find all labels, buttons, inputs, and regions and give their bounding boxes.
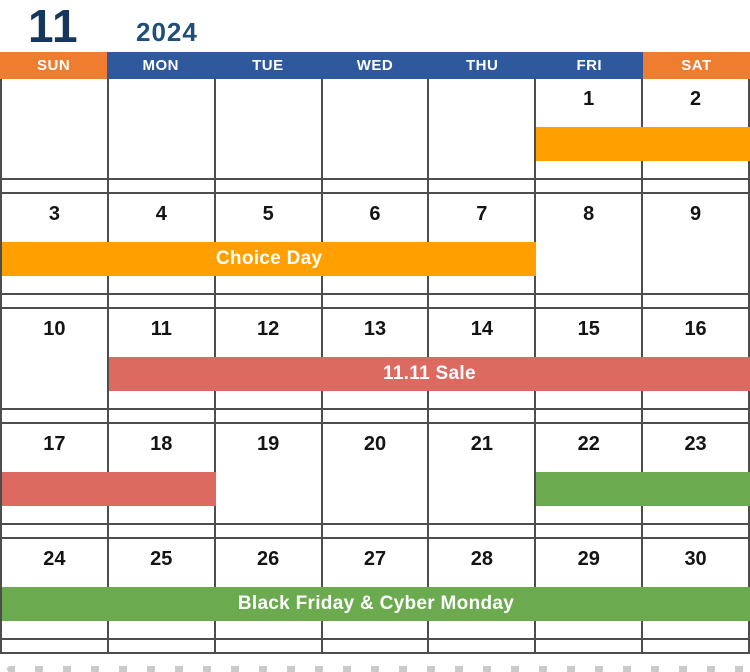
day-header-mon: MON (107, 52, 215, 79)
date-number: 8 (583, 203, 595, 225)
date-number: 16 (684, 318, 707, 340)
day-cell-19: 19 (216, 424, 323, 537)
date-number: 27 (363, 548, 387, 570)
day-cell-empty (216, 79, 323, 192)
day-cell-20: 20 (323, 424, 430, 537)
date-number: 23 (684, 433, 707, 455)
event-bar-11-11-sale: 11.11 Sale (108, 357, 750, 391)
day-cell-8: 8 (536, 194, 644, 307)
week-row-2: 3 4 5 6 7 8 9 Choice Day (0, 194, 750, 309)
event-bar-black-friday-cyber-monday: Black Friday & Cyber Monday (2, 587, 750, 621)
date-number: 9 (690, 203, 702, 225)
date-number: 4 (155, 203, 167, 225)
date-number: 15 (577, 318, 600, 340)
event-bar-continuation (536, 127, 750, 161)
date-number: 18 (150, 433, 173, 455)
date-number: 30 (684, 548, 707, 570)
event-bar-continuation (2, 472, 216, 506)
week-row-3: 10 11 12 13 14 15 16 11.11 Sale (0, 309, 750, 424)
date-number: 5 (262, 203, 274, 225)
date-number: 25 (150, 548, 173, 570)
sub-row-divider (2, 178, 750, 180)
day-cell-21: 21 (429, 424, 537, 537)
day-header-fri: FRI (535, 52, 643, 79)
date-number: 11 (150, 318, 172, 340)
day-cell-empty (429, 79, 537, 192)
day-header-sat: SAT (642, 52, 750, 79)
date-number: 28 (470, 548, 493, 570)
day-cell-empty (323, 79, 430, 192)
date-number: 21 (470, 433, 493, 455)
day-header-wed: WED (321, 52, 429, 79)
date-number: 6 (369, 203, 381, 225)
calendar-title-row: 11 2024 (0, 0, 750, 52)
day-cell-empty (2, 79, 109, 192)
date-number: 20 (363, 433, 387, 455)
day-cell-10: 10 (2, 309, 109, 422)
day-cell-empty (109, 79, 216, 192)
sub-row-divider (2, 408, 750, 410)
date-number: 19 (257, 433, 280, 455)
date-number: 1 (583, 88, 595, 110)
bottom-cutoff-marks (0, 654, 750, 672)
month-number: 11 (28, 0, 79, 52)
date-number: 10 (43, 318, 66, 340)
week-row-4: 17 18 19 20 21 22 23 (0, 424, 750, 539)
week-row-5: 24 25 26 27 28 29 30 Black Friday & Cyber Monda… (0, 539, 750, 654)
year-label: 2024 (136, 17, 198, 47)
event-bar-choice-day: Choice Day (2, 242, 537, 276)
date-number: 7 (476, 203, 488, 225)
calendar-grid: 1 2 3 4 5 6 7 8 9 Choice Day 10 11 12 13 14 15 16 11.11 S… (0, 79, 750, 654)
event-bar-continuation (536, 472, 750, 506)
day-header-tue: TUE (214, 52, 322, 79)
date-number: 12 (257, 318, 280, 340)
day-header-sun: SUN (0, 52, 108, 79)
sub-row-divider (2, 293, 750, 295)
date-number: 17 (43, 433, 66, 455)
date-number: 3 (48, 203, 60, 225)
day-cell-9: 9 (643, 194, 750, 307)
date-number: 29 (577, 548, 600, 570)
date-number: 26 (257, 548, 280, 570)
sub-row-divider (2, 523, 750, 525)
date-number: 14 (470, 318, 493, 340)
date-number: 22 (577, 433, 600, 455)
day-header-thu: THU (428, 52, 536, 79)
day-header-row: SUN MON TUE WED THU FRI SAT (0, 52, 750, 79)
date-number: 13 (363, 318, 387, 340)
date-number: 2 (690, 88, 702, 110)
sub-row-divider (2, 638, 750, 640)
date-number: 24 (43, 548, 66, 570)
